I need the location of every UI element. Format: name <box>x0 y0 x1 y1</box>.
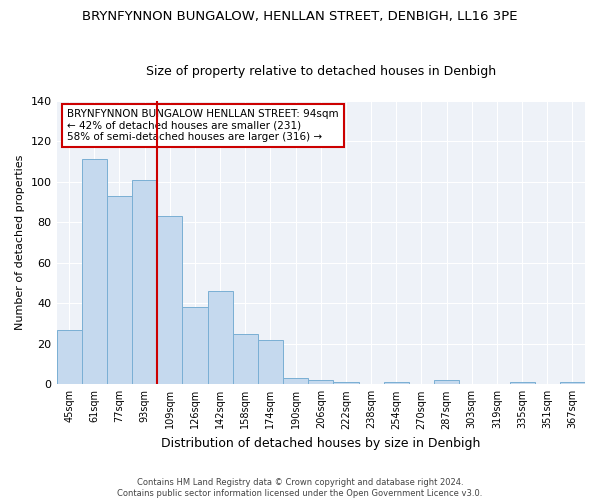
Bar <box>107 196 132 384</box>
Bar <box>560 382 585 384</box>
Y-axis label: Number of detached properties: Number of detached properties <box>15 154 25 330</box>
X-axis label: Distribution of detached houses by size in Denbigh: Distribution of detached houses by size … <box>161 437 481 450</box>
Bar <box>283 378 308 384</box>
Text: BRYNFYNNON BUNGALOW HENLLAN STREET: 94sqm
← 42% of detached houses are smaller (: BRYNFYNNON BUNGALOW HENLLAN STREET: 94sq… <box>67 109 339 142</box>
Bar <box>82 160 107 384</box>
Bar <box>157 216 182 384</box>
Bar <box>233 334 258 384</box>
Text: Contains HM Land Registry data © Crown copyright and database right 2024.
Contai: Contains HM Land Registry data © Crown c… <box>118 478 482 498</box>
Text: BRYNFYNNON BUNGALOW, HENLLAN STREET, DENBIGH, LL16 3PE: BRYNFYNNON BUNGALOW, HENLLAN STREET, DEN… <box>82 10 518 23</box>
Bar <box>258 340 283 384</box>
Title: Size of property relative to detached houses in Denbigh: Size of property relative to detached ho… <box>146 66 496 78</box>
Bar <box>56 330 82 384</box>
Bar <box>208 291 233 384</box>
Bar <box>182 308 208 384</box>
Bar <box>308 380 334 384</box>
Bar <box>383 382 409 384</box>
Bar <box>334 382 359 384</box>
Bar <box>132 180 157 384</box>
Bar <box>509 382 535 384</box>
Bar <box>434 380 459 384</box>
